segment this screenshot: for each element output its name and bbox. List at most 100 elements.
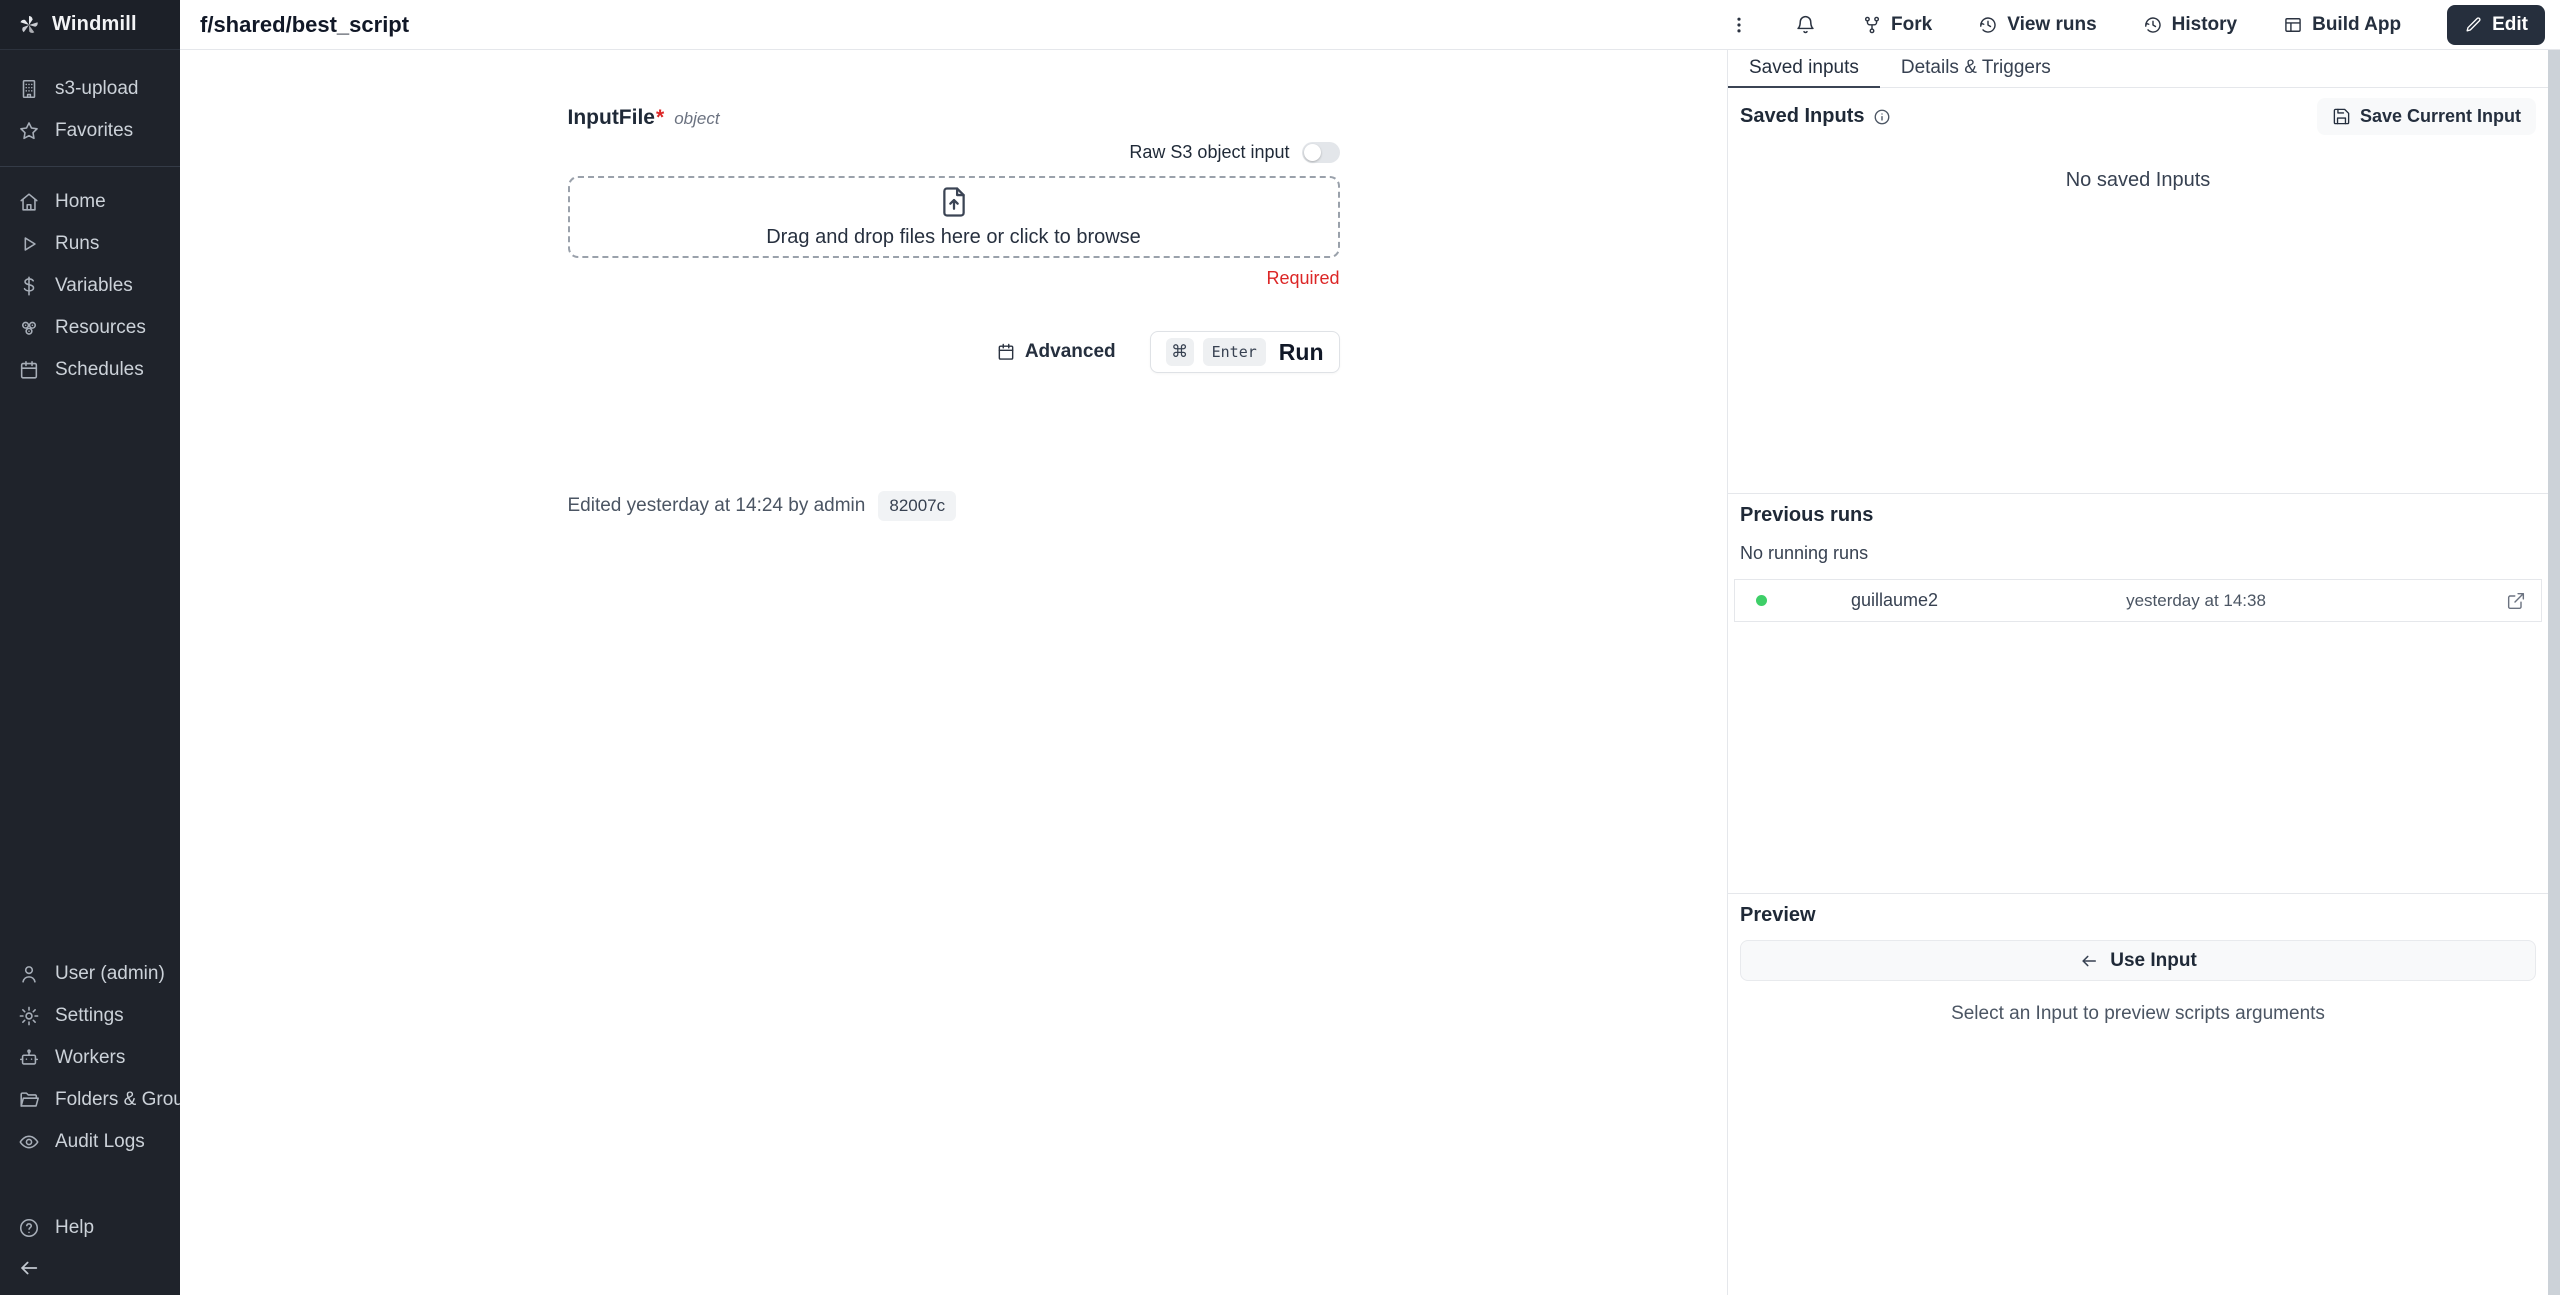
workspace-logo[interactable]: Windmill xyxy=(0,0,180,50)
user-icon xyxy=(18,963,40,985)
sidebar-item-runs[interactable]: Runs xyxy=(0,223,180,265)
sidebar-help-group: Help xyxy=(0,1207,180,1249)
sidebar: Windmill s3-upload Favorites xyxy=(0,0,204,1295)
required-message: Required xyxy=(1266,268,1340,288)
sidebar-item-label: Help xyxy=(55,1217,95,1238)
calendar-icon xyxy=(996,342,1016,362)
sidebar-item-label: Resources xyxy=(55,317,146,338)
sidebar-item-s3-upload[interactable]: s3-upload xyxy=(0,68,180,110)
star-icon xyxy=(18,120,40,142)
view-runs-button[interactable]: View runs xyxy=(1978,14,2097,36)
save-current-input-button[interactable]: Save Current Input xyxy=(2316,98,2536,135)
kebab-menu-icon[interactable] xyxy=(1729,15,1749,35)
raw-s3-toggle-row: Raw S3 object input xyxy=(568,142,1340,163)
bell-icon[interactable] xyxy=(1795,14,1816,35)
play-icon xyxy=(18,233,40,255)
fork-label: Fork xyxy=(1891,13,1933,35)
scrollbar-track[interactable] xyxy=(2548,50,2560,1295)
resources-icon xyxy=(18,317,40,339)
arrow-left-icon xyxy=(18,1257,162,1279)
eye-icon xyxy=(18,1131,40,1153)
field-type: object xyxy=(674,109,720,128)
sidebar-item-settings[interactable]: Settings xyxy=(0,995,180,1037)
sidebar-divider xyxy=(0,166,180,167)
external-link-icon[interactable] xyxy=(2506,591,2526,611)
previous-runs-title: Previous runs xyxy=(1740,504,1874,526)
sidebar-item-folders-groups[interactable]: Folders & Groups xyxy=(0,1079,204,1121)
gear-icon xyxy=(18,1005,40,1027)
sidebar-item-favorites[interactable]: Favorites xyxy=(0,110,180,152)
file-upload-icon xyxy=(937,185,971,219)
calendar-icon xyxy=(18,359,40,381)
sidebar-item-audit-logs[interactable]: Audit Logs xyxy=(0,1121,180,1163)
sidebar-item-workers[interactable]: Workers xyxy=(0,1037,180,1079)
run-success-dot xyxy=(1756,595,1767,606)
file-dropzone[interactable]: Drag and drop files here or click to bro… xyxy=(567,176,1340,258)
building-icon xyxy=(18,78,40,100)
save-icon xyxy=(2332,107,2351,126)
history-label: History xyxy=(2171,13,2238,35)
sidebar-item-variables[interactable]: Variables xyxy=(0,265,180,307)
enter-key-badge: Enter xyxy=(1202,338,1266,366)
topbar-actions: Fork View runs History xyxy=(1729,4,2545,45)
sidebar-item-user[interactable]: User (admin) xyxy=(0,953,180,995)
pencil-icon xyxy=(2464,15,2483,34)
sidebar-item-label: Settings xyxy=(55,1005,124,1026)
no-saved-inputs-message: No saved Inputs xyxy=(2065,169,2211,191)
no-running-runs-message: No running runs xyxy=(1740,543,1869,563)
advanced-button[interactable]: Advanced xyxy=(996,341,1116,363)
right-panel: Saved inputs Details & Triggers Saved In… xyxy=(1727,50,2548,1295)
raw-s3-toggle[interactable] xyxy=(1301,142,1340,163)
panel-tabs: Saved inputs Details & Triggers xyxy=(1728,50,2548,88)
script-form: InputFile* object Raw S3 object input Dr… xyxy=(567,50,1340,521)
sidebar-item-label: Home xyxy=(55,191,106,212)
history-clock-icon xyxy=(1978,15,1998,35)
preview-title: Preview xyxy=(1740,904,1816,926)
saved-inputs-header: Saved Inputs Save Current Input xyxy=(1740,98,2536,135)
scrollbar-thumb[interactable] xyxy=(2548,50,2560,1295)
edit-button[interactable]: Edit xyxy=(2447,4,2545,45)
raw-s3-toggle-label: Raw S3 object input xyxy=(1129,142,1290,162)
sidebar-bottom-group: User (admin) Settings Workers xyxy=(0,953,204,1295)
saved-inputs-title: Saved Inputs xyxy=(1740,105,1865,127)
page-title: f/shared/best_script xyxy=(200,11,410,37)
windmill-logo-icon xyxy=(17,13,41,37)
previous-runs-section: Previous runs No running runs guillaume2… xyxy=(1728,493,2548,893)
run-label: Run xyxy=(1278,338,1324,365)
run-user: guillaume2 xyxy=(1851,590,1939,610)
cmd-key-badge: ⌘ xyxy=(1165,338,1194,366)
run-button[interactable]: ⌘ Enter Run xyxy=(1149,331,1340,373)
fork-button[interactable]: Fork xyxy=(1862,14,1932,36)
sidebar-collapse[interactable] xyxy=(0,1249,180,1295)
run-timestamp: yesterday at 14:38 xyxy=(2126,590,2266,610)
sidebar-item-label: Folders & Groups xyxy=(55,1089,204,1110)
build-app-button[interactable]: Build App xyxy=(2283,14,2401,36)
field-header: InputFile* object xyxy=(568,106,1340,130)
tab-saved-inputs[interactable]: Saved inputs xyxy=(1728,50,1880,88)
info-icon[interactable] xyxy=(1873,108,1891,126)
sidebar-item-label: Favorites xyxy=(55,120,134,141)
edit-label: Edit xyxy=(2492,13,2528,35)
preview-hint: Select an Input to preview scripts argum… xyxy=(1951,1003,2325,1024)
app-name: Windmill xyxy=(52,13,137,35)
history-button[interactable]: History xyxy=(2143,14,2237,36)
sidebar-nav-group: Home Runs Variables xyxy=(0,175,180,397)
saved-inputs-title-row: Saved Inputs xyxy=(1740,105,1891,128)
required-asterisk: * xyxy=(656,106,665,129)
help-icon xyxy=(18,1217,40,1239)
dropzone-label: Drag and drop files here or click to bro… xyxy=(766,226,1141,248)
main-content: InputFile* object Raw S3 object input Dr… xyxy=(180,50,1727,1295)
tab-details-triggers[interactable]: Details & Triggers xyxy=(1900,57,2051,78)
previous-run-row[interactable]: guillaume2 yesterday at 14:38 xyxy=(1734,579,2542,622)
use-input-button[interactable]: Use Input xyxy=(1740,940,2536,981)
sidebar-item-schedules[interactable]: Schedules xyxy=(0,349,180,391)
sidebar-item-label: User (admin) xyxy=(55,963,165,984)
toggle-knob xyxy=(1303,144,1321,161)
sidebar-item-help[interactable]: Help xyxy=(0,1207,180,1249)
sidebar-item-home[interactable]: Home xyxy=(0,181,180,223)
fork-icon xyxy=(1862,15,1882,35)
app-layout-icon xyxy=(2283,15,2303,35)
run-actions-row: Advanced ⌘ Enter Run xyxy=(568,331,1340,373)
sidebar-item-resources[interactable]: Resources xyxy=(0,307,180,349)
version-hash-badge[interactable]: 82007c xyxy=(878,491,957,521)
